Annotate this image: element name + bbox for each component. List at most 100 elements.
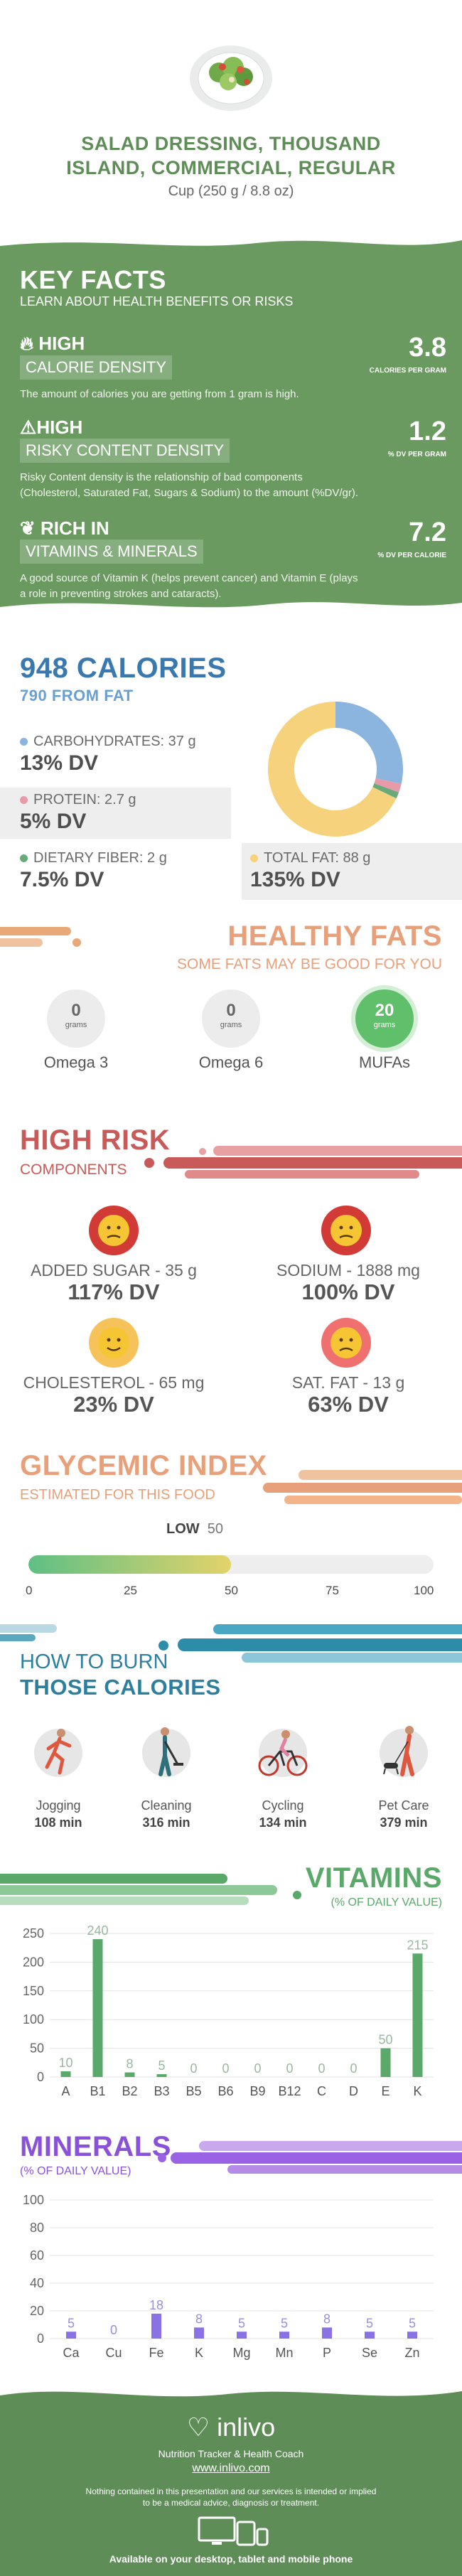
category-label: B12 bbox=[278, 2084, 301, 2098]
glycemic-tick-75: 75 bbox=[326, 1584, 339, 1597]
category-label: A bbox=[61, 2084, 70, 2098]
jogging-minutes: 108 min bbox=[34, 1815, 82, 1830]
bar-K bbox=[412, 1953, 423, 2077]
calorie-density-value: 3.8 bbox=[409, 333, 446, 363]
minerals-subtitle: (% OF DAILY VALUE) bbox=[20, 2165, 131, 2177]
fiber-dot bbox=[20, 854, 28, 863]
bar-Zn bbox=[407, 2331, 417, 2339]
healthy-fats-subtitle: SOME FATS MAY BE GOOD FOR YOU bbox=[176, 956, 442, 972]
minerals-chart: 0 20 40 60 80 100 5 Ca 0 Cu 18 Fe 8 K 5 Mg 5 Mn 8 P 5 Se 5 Zn bbox=[23, 2193, 434, 2360]
food-title-line2: ISLAND, COMMERCIAL, REGULAR bbox=[66, 157, 396, 178]
category-label: Fe bbox=[149, 2346, 163, 2360]
category-label: Cu bbox=[105, 2346, 122, 2360]
calories-title: 948 CALORIES bbox=[20, 653, 227, 684]
key-facts-subtitle: LEARN ABOUT HEALTH BENEFITS OR RISKS bbox=[20, 294, 294, 308]
bar-B3 bbox=[156, 2073, 167, 2077]
carbs-dv: 13% DV bbox=[20, 751, 99, 775]
high-risk-title: HIGH RISK bbox=[20, 1125, 171, 1156]
cycling-minutes: 134 min bbox=[259, 1815, 307, 1830]
cleaning-minutes: 316 min bbox=[142, 1815, 190, 1830]
brand-url[interactable]: www.inlivo.com bbox=[192, 2462, 270, 2474]
cycling-icon bbox=[253, 1720, 313, 1783]
bar-P bbox=[322, 2327, 332, 2339]
healthy-fats-title: HEALTHY FATS bbox=[227, 921, 442, 952]
cholesterol-label: CHOLESTEROL - 65 mg bbox=[23, 1373, 205, 1392]
bar-A bbox=[60, 2071, 71, 2077]
glycemic-track bbox=[28, 1555, 434, 1574]
bar-value-label: 5 bbox=[366, 2316, 373, 2330]
bar-value-label: 8 bbox=[126, 2057, 133, 2071]
bar-B2 bbox=[124, 2072, 135, 2077]
fire-icon: 🔥︎ bbox=[20, 333, 34, 354]
pet-care-label: Pet Care bbox=[378, 1798, 429, 1813]
fat-dv: 135% DV bbox=[250, 868, 340, 891]
carbs-label: CARBOHYDRATES: 37 g bbox=[33, 734, 196, 749]
bar-Fe bbox=[151, 2313, 161, 2339]
key-facts-section: KEY FACTS LEARN ABOUT HEALTH BENEFITS OR… bbox=[0, 233, 462, 617]
leaf-icon: ❦ bbox=[20, 517, 36, 539]
category-label: B9 bbox=[249, 2084, 265, 2098]
donut-slice-protein bbox=[374, 778, 402, 793]
bar-Mn bbox=[279, 2331, 289, 2339]
high-risk-subtitle: COMPONENTS bbox=[20, 1161, 127, 1178]
omega3-unit: grams bbox=[65, 1021, 87, 1029]
bar-Mg bbox=[237, 2331, 247, 2339]
bar-E bbox=[380, 2048, 391, 2077]
category-label: Mg bbox=[232, 2346, 250, 2360]
vitamins-minerals-name: VITAMINS & MINERALS bbox=[20, 540, 203, 564]
brand-logo: ♡ inlivo bbox=[0, 2413, 462, 2442]
sat-fat-label: SAT. FAT - 13 g bbox=[291, 1373, 405, 1392]
calories-from-fat: 790 FROM FAT bbox=[20, 687, 134, 704]
y-tick-label: 50 bbox=[30, 2041, 44, 2056]
glycemic-value: 50 bbox=[207, 1521, 224, 1537]
omega3-label: Omega 3 bbox=[43, 1053, 109, 1071]
cycling-label: Cycling bbox=[262, 1798, 304, 1813]
vitamins-stripes bbox=[0, 1874, 301, 1905]
y-tick-label: 0 bbox=[37, 2331, 44, 2346]
calorie-density-fact: 🔥︎ HIGH CALORIE DENSITY 3.8 CALORIES PER… bbox=[20, 333, 446, 402]
bar-value-label: 0 bbox=[110, 2323, 117, 2337]
risky-content-fact: ⚠︎HIGH RISKY CONTENT DENSITY 1.2 % DV PE… bbox=[20, 417, 446, 501]
burn-title1: HOW TO BURN bbox=[20, 1651, 168, 1673]
glycemic-fill bbox=[28, 1555, 231, 1574]
category-label: B1 bbox=[90, 2084, 105, 2098]
omega3-circle: 0 grams bbox=[47, 989, 105, 1048]
fat-row: TOTAL FAT: 88 g 135% DV bbox=[250, 850, 370, 892]
y-tick-label: 150 bbox=[23, 1984, 44, 1998]
category-label: Zn bbox=[404, 2346, 419, 2360]
category-label: E bbox=[381, 2084, 390, 2098]
category-label: K bbox=[413, 2084, 421, 2098]
bar-value-label: 5 bbox=[68, 2316, 75, 2330]
cholesterol-dv: 23% DV bbox=[73, 1392, 154, 1417]
calorie-density-level: HIGH bbox=[38, 333, 85, 354]
risky-content-value: 1.2 bbox=[409, 417, 446, 446]
fat-stripe bbox=[242, 843, 462, 900]
omega3-value: 0 bbox=[71, 1001, 81, 1020]
vitamins-subtitle: (% OF DAILY VALUE) bbox=[331, 1896, 442, 1909]
donut-slice-dietary-fiber bbox=[372, 783, 399, 799]
bar-value-label: 8 bbox=[195, 2312, 203, 2326]
category-label: K bbox=[195, 2346, 203, 2360]
bar-value-label: 0 bbox=[350, 2061, 357, 2076]
bar-value-label: 5 bbox=[281, 2316, 288, 2330]
fat-dot bbox=[250, 854, 258, 863]
risky-content-text2: (Cholesterol, Saturated Fat, Sugars & So… bbox=[20, 487, 359, 499]
category-label: P bbox=[323, 2346, 331, 2360]
glycemic-tick-100: 100 bbox=[414, 1584, 434, 1597]
disclaimer-line1: Nothing contained in this presentation a… bbox=[85, 2486, 377, 2496]
jogging-label: Jogging bbox=[36, 1798, 81, 1813]
category-label: Ca bbox=[63, 2346, 80, 2360]
heart-icon: ♡ bbox=[186, 2413, 210, 2442]
carbs-dot bbox=[20, 738, 28, 746]
added-sugar-dv: 117% DV bbox=[68, 1279, 160, 1304]
burn-stripes bbox=[0, 1624, 462, 1663]
risky-content-text1: Risky Content density is the relationshi… bbox=[20, 471, 303, 483]
bar-value-label: 8 bbox=[323, 2312, 331, 2326]
carbs-row: CARBOHYDRATES: 37 g 13% DV bbox=[20, 734, 196, 776]
minerals-title: MINERALS bbox=[20, 2131, 171, 2162]
risk-stripes bbox=[144, 1146, 462, 1179]
bar-value-label: 0 bbox=[190, 2061, 197, 2076]
bar-value-label: 18 bbox=[149, 2298, 163, 2312]
risky-content-level: HIGH bbox=[36, 417, 83, 438]
vitamins-minerals-level: RICH IN bbox=[41, 517, 109, 539]
